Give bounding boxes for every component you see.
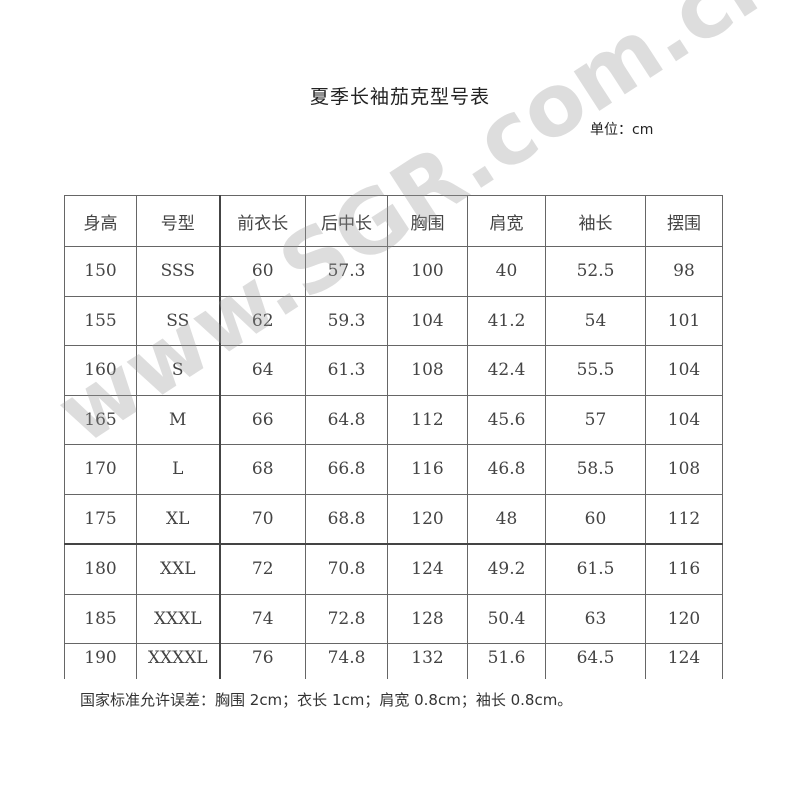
column-header: 前衣长 — [219, 195, 306, 247]
table-cell: 64.5 — [545, 643, 646, 679]
table-cell: 60 — [545, 493, 646, 545]
table-cell: 101 — [645, 295, 723, 346]
table-cell: 61.5 — [545, 543, 646, 595]
table-cell: 41.2 — [467, 295, 546, 346]
table-cell: 116 — [387, 444, 468, 495]
table-cell: 180 — [64, 543, 137, 595]
table-cell: 104 — [387, 295, 468, 346]
table-cell: 74 — [219, 593, 306, 644]
table-row: 160 S 64 61.3 108 42.4 55.5 104 — [64, 345, 723, 396]
table-cell: 57 — [545, 394, 646, 445]
table-cell: 46.8 — [467, 444, 546, 495]
column-header: 袖长 — [545, 195, 646, 247]
column-header: 号型 — [136, 195, 221, 247]
table-cell: XXXXL — [136, 643, 221, 679]
table-cell: 64 — [219, 345, 306, 396]
table-cell: 66 — [219, 394, 306, 445]
table-cell: 104 — [645, 345, 723, 396]
column-header: 身高 — [64, 195, 137, 247]
table-cell: 124 — [387, 543, 468, 595]
table-cell: 74.8 — [305, 643, 388, 679]
table-cell: 120 — [387, 493, 468, 545]
table-cell: 108 — [387, 345, 468, 396]
table-cell: 63 — [545, 593, 646, 644]
table-cell: 48 — [467, 493, 546, 545]
table-header-row: 身高 号型 前衣长 后中长 胸围 肩宽 袖长 摆围 — [64, 195, 723, 247]
table-cell: 190 — [64, 643, 137, 679]
column-header: 后中长 — [305, 195, 388, 247]
table-row: 170 L 68 66.8 116 46.8 58.5 108 — [64, 444, 723, 495]
column-header: 肩宽 — [467, 195, 546, 247]
column-header: 胸围 — [387, 195, 468, 247]
tolerance-note: 国家标准允许误差：胸围 2cm；衣长 1cm；肩宽 0.8cm；袖长 0.8cm… — [80, 691, 573, 709]
table-cell: 132 — [387, 643, 468, 679]
table-cell: 49.2 — [467, 543, 546, 595]
table-cell: 98 — [645, 246, 723, 297]
table-cell: L — [136, 444, 221, 495]
table-cell: XXXL — [136, 593, 221, 644]
table-cell: 57.3 — [305, 246, 388, 297]
size-table: 身高 号型 前衣长 后中长 胸围 肩宽 袖长 摆围 150 SSS 60 57.3 100 40 52.5… — [64, 195, 723, 679]
table-cell: 55.5 — [545, 345, 646, 396]
table-cell: 72 — [219, 543, 306, 595]
table-cell: 40 — [467, 246, 546, 297]
table-cell: XXL — [136, 543, 221, 595]
table-cell: 124 — [645, 643, 723, 679]
table-cell: XL — [136, 493, 221, 545]
table-cell: 175 — [64, 493, 137, 545]
table-cell: 70 — [219, 493, 306, 545]
table-cell: 108 — [645, 444, 723, 495]
table-cell: 51.6 — [467, 643, 546, 679]
table-cell: 116 — [645, 543, 723, 595]
column-header: 摆围 — [645, 195, 723, 247]
table-cell: 62 — [219, 295, 306, 346]
table-cell: 112 — [387, 394, 468, 445]
table-row: 190 XXXXL 76 74.8 132 51.6 64.5 124 — [64, 643, 723, 679]
table-cell: 42.4 — [467, 345, 546, 396]
table-cell: 150 — [64, 246, 137, 297]
table-cell: 160 — [64, 345, 137, 396]
table-cell: 59.3 — [305, 295, 388, 346]
table-cell: 100 — [387, 246, 468, 297]
table-cell: 52.5 — [545, 246, 646, 297]
unit-label: 单位：cm — [590, 122, 654, 138]
table-cell: 60 — [219, 246, 306, 297]
table-cell: 64.8 — [305, 394, 388, 445]
table-cell: 45.6 — [467, 394, 546, 445]
table-row: 180 XXL 72 70.8 124 49.2 61.5 116 — [64, 543, 723, 595]
table-cell: 58.5 — [545, 444, 646, 495]
table-cell: 165 — [64, 394, 137, 445]
table-row: 150 SSS 60 57.3 100 40 52.5 98 — [64, 246, 723, 297]
table-cell: 112 — [645, 493, 723, 545]
table-cell: 120 — [645, 593, 723, 644]
table-row: 165 M 66 64.8 112 45.6 57 104 — [64, 394, 723, 445]
table-cell: 104 — [645, 394, 723, 445]
table-cell: 185 — [64, 593, 137, 644]
table-row: 185 XXXL 74 72.8 128 50.4 63 120 — [64, 593, 723, 644]
table-cell: 72.8 — [305, 593, 388, 644]
table-row: 175 XL 70 68.8 120 48 60 112 — [64, 493, 723, 545]
table-cell: 66.8 — [305, 444, 388, 495]
table-cell: M — [136, 394, 221, 445]
table-cell: 76 — [219, 643, 306, 679]
document-title: 夏季长袖茄克型号表 — [309, 86, 490, 108]
table-row: 155 SS 62 59.3 104 41.2 54 101 — [64, 295, 723, 346]
table-cell: S — [136, 345, 221, 396]
table-cell: 61.3 — [305, 345, 388, 396]
table-cell: SS — [136, 295, 221, 346]
table-cell: 68 — [219, 444, 306, 495]
table-cell: 70.8 — [305, 543, 388, 595]
table-cell: 50.4 — [467, 593, 546, 644]
table-cell: 68.8 — [305, 493, 388, 545]
table-cell: 155 — [64, 295, 137, 346]
table-cell: SSS — [136, 246, 221, 297]
table-cell: 170 — [64, 444, 137, 495]
table-cell: 128 — [387, 593, 468, 644]
table-cell: 54 — [545, 295, 646, 346]
